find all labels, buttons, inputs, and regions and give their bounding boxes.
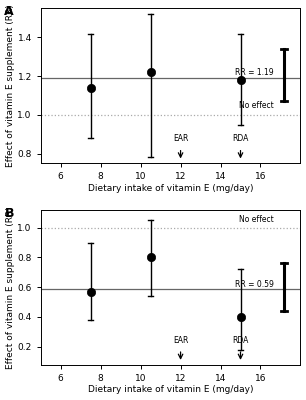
Y-axis label: Effect of vitamin E supplement (RR): Effect of vitamin E supplement (RR) [6,206,15,368]
Text: RR = 1.19: RR = 1.19 [235,68,274,77]
Text: No effect: No effect [239,101,274,110]
Text: No effect: No effect [239,215,274,224]
Text: RR = 0.59: RR = 0.59 [235,280,274,289]
Text: RDA: RDA [232,336,249,344]
X-axis label: Dietary intake of vitamin E (mg/day): Dietary intake of vitamin E (mg/day) [88,184,253,193]
Text: EAR: EAR [173,336,188,344]
Text: EAR: EAR [173,134,188,143]
Y-axis label: Effect of vitamin E supplement (RR): Effect of vitamin E supplement (RR) [6,4,15,167]
Text: RDA: RDA [232,134,249,143]
Text: B: B [4,207,14,220]
Text: A: A [4,5,14,18]
X-axis label: Dietary intake of vitamin E (mg/day): Dietary intake of vitamin E (mg/day) [88,386,253,394]
